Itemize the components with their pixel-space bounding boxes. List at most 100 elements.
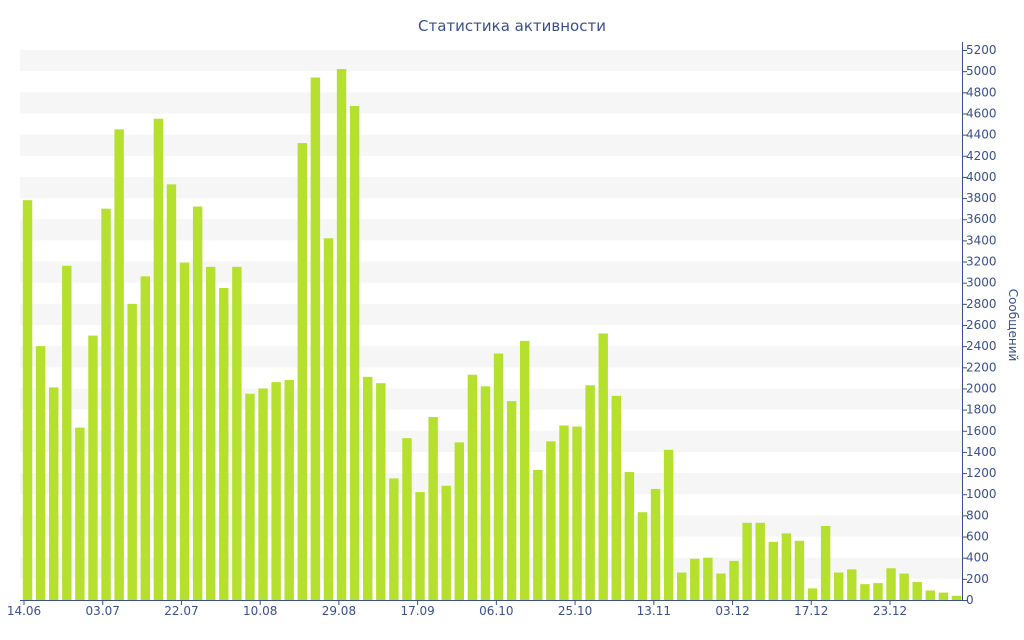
y-tick-label: 4000	[966, 170, 997, 184]
bar[interactable]	[219, 287, 229, 600]
bar[interactable]	[663, 449, 674, 600]
y-tick-label: 3400	[966, 233, 997, 247]
y-tick-label: 2000	[966, 381, 997, 395]
bar[interactable]	[624, 472, 635, 600]
bar[interactable]	[716, 573, 726, 600]
bar[interactable]	[441, 485, 451, 600]
bar[interactable]	[650, 488, 661, 600]
bar[interactable]	[559, 425, 569, 600]
bar[interactable]	[493, 353, 504, 600]
bar[interactable]	[703, 557, 713, 600]
bar[interactable]	[755, 522, 765, 600]
y-tick-label: 1600	[966, 424, 997, 438]
bar[interactable]	[232, 266, 242, 600]
bar[interactable]	[546, 441, 556, 600]
grid-band	[20, 219, 962, 241]
bar[interactable]	[611, 395, 622, 600]
bar[interactable]	[140, 276, 151, 600]
bar[interactable]	[271, 382, 281, 600]
bar[interactable]	[349, 106, 360, 601]
grid-band	[20, 557, 962, 579]
y-tick-label: 1000	[966, 487, 997, 501]
bar[interactable]	[742, 522, 752, 600]
bar[interactable]	[75, 427, 85, 600]
bar[interactable]	[925, 590, 936, 600]
x-tick-label: 14.06	[7, 604, 41, 618]
grid-band	[20, 92, 962, 114]
bar[interactable]	[258, 388, 268, 600]
grid-band	[20, 303, 962, 325]
bar[interactable]	[310, 77, 321, 601]
y-tick-label: 2600	[966, 318, 997, 332]
bar[interactable]	[794, 540, 805, 600]
bar[interactable]	[166, 184, 177, 601]
bar[interactable]	[48, 387, 59, 600]
y-tick-label: 2800	[966, 297, 997, 311]
bar[interactable]	[127, 303, 137, 600]
bar[interactable]	[88, 335, 98, 600]
bar[interactable]	[192, 206, 203, 601]
bar[interactable]	[179, 262, 190, 600]
bar[interactable]	[22, 200, 33, 600]
y-axis-title: Сообщений	[1006, 289, 1020, 362]
y-tick-label: 5000	[966, 64, 997, 78]
bar[interactable]	[62, 265, 72, 600]
bar[interactable]	[886, 568, 896, 600]
grid-band	[20, 50, 962, 72]
bar[interactable]	[847, 569, 857, 600]
bar[interactable]	[101, 208, 111, 600]
bar[interactable]	[690, 558, 700, 600]
bar[interactable]	[951, 595, 962, 600]
bar[interactable]	[572, 426, 582, 600]
bar[interactable]	[454, 442, 465, 600]
y-tick-label: 0	[966, 593, 974, 607]
bar[interactable]	[376, 383, 386, 600]
bar[interactable]	[781, 533, 792, 600]
bar[interactable]	[820, 525, 831, 600]
grid-band	[20, 388, 962, 410]
chart-title: Статистика активности	[418, 17, 606, 35]
bar[interactable]	[912, 582, 922, 600]
bar[interactable]	[336, 69, 347, 601]
y-tick-label: 2200	[966, 360, 997, 374]
bar[interactable]	[533, 469, 543, 600]
bar[interactable]	[362, 376, 373, 600]
y-tick-label: 1400	[966, 445, 997, 459]
bar[interactable]	[938, 592, 949, 600]
bar[interactable]	[676, 572, 687, 601]
x-tick-label: 22.07	[164, 604, 198, 618]
bar[interactable]	[480, 386, 491, 600]
x-tick-label: 03.07	[86, 604, 120, 618]
y-tick-label: 4600	[966, 106, 997, 120]
bar[interactable]	[205, 266, 216, 600]
bar[interactable]	[506, 401, 517, 600]
bar[interactable]	[284, 380, 294, 600]
bar[interactable]	[729, 560, 739, 600]
y-tick-label: 3200	[966, 255, 997, 269]
bar[interactable]	[598, 333, 608, 600]
x-tick-label: 25.10	[558, 604, 592, 618]
bar[interactable]	[899, 573, 909, 600]
bar[interactable]	[585, 385, 595, 600]
bar[interactable]	[833, 572, 844, 601]
grid-band	[20, 346, 962, 368]
bar[interactable]	[35, 346, 46, 600]
bar[interactable]	[873, 583, 883, 600]
bar[interactable]	[245, 393, 255, 600]
bar[interactable]	[768, 541, 779, 600]
bar[interactable]	[637, 512, 648, 600]
bar[interactable]	[323, 238, 334, 600]
bar[interactable]	[297, 143, 308, 601]
bar[interactable]	[415, 492, 425, 600]
bar[interactable]	[467, 374, 478, 600]
bar[interactable]	[428, 417, 438, 600]
bar[interactable]	[519, 340, 530, 600]
grid-bands	[20, 50, 962, 579]
bar[interactable]	[860, 584, 870, 600]
bar[interactable]	[807, 588, 818, 600]
bar[interactable]	[153, 118, 164, 600]
bar[interactable]	[389, 478, 399, 600]
bar[interactable]	[402, 438, 412, 600]
bar[interactable]	[114, 129, 124, 601]
